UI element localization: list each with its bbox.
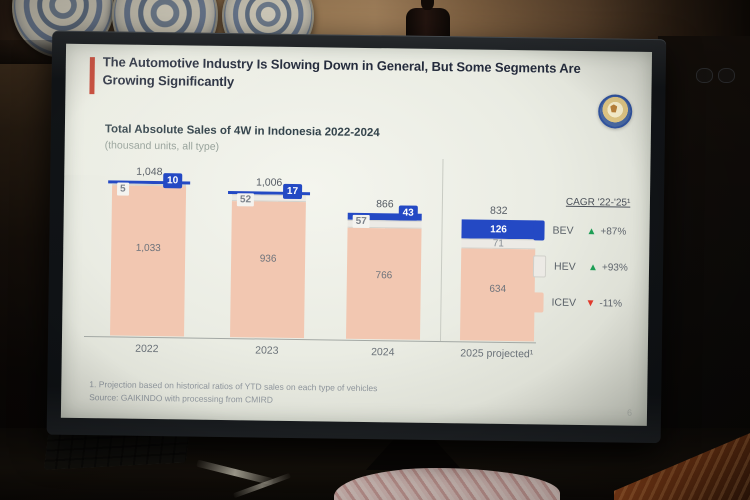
legend-swatch-bev: [533, 220, 545, 241]
glasses-glint: [696, 68, 740, 84]
segment-value-chip-bev: 17: [283, 184, 302, 198]
screen: The Automotive Industry Is Slowing Down …: [60, 43, 653, 426]
bar-total-label: 832: [489, 205, 508, 218]
bar-stack: 43 57 766: [346, 206, 422, 340]
segment-value-chip-hev: 52: [236, 192, 255, 207]
bar-group-2024: 866 43 57 766: [346, 198, 422, 340]
segment-icev: 936: [230, 201, 306, 339]
bar-total-label: 866: [376, 198, 394, 211]
bar-total-label: 1,006: [255, 176, 283, 189]
legend-header: CAGR '22-'25¹: [565, 196, 631, 209]
segment-value-label-bev: 126: [490, 223, 507, 236]
chart-legend: CAGR '22-'25¹ BEV ▲ +87% HEV ▲ +93% ICEV ▼ -11%: [532, 196, 642, 328]
title-accent-bar: [89, 57, 95, 95]
legend-swatch-icev: [532, 292, 544, 313]
page-number: 6: [626, 407, 633, 418]
cagr-value: +87%: [600, 225, 627, 238]
segment-value-chip-bev: 43: [399, 206, 417, 221]
segment-value-label-icev: 936: [259, 253, 277, 265]
person-silhouette: [658, 36, 750, 466]
segment-icev: 1,033: [110, 185, 187, 337]
chart-plot-area: 1,048 10 5 1,033 2022 1,006 17 52 936 2023 866 43 57…: [84, 159, 539, 360]
bar-stack: 126 71 634: [459, 219, 536, 342]
segment-value-chip-hev: 5: [116, 182, 129, 196]
segment-value-label-icev: 766: [375, 270, 393, 282]
monitor-bezel: The Automotive Industry Is Slowing Down …: [46, 30, 667, 444]
legend-swatch-hev: [532, 255, 547, 278]
bar-group-2025-projected-: 832 126 71 634: [459, 205, 536, 342]
cagr-value: +93%: [601, 261, 628, 274]
x-axis-label: 2024: [371, 346, 395, 359]
chart-subtitle: (thousand units, all type): [104, 139, 220, 153]
legend-label: ICEV: [551, 296, 577, 309]
x-axis-label: 2025 projected¹: [460, 347, 534, 361]
organization-logo-icon: [597, 94, 633, 129]
legend-item-bev: BEV ▲ +87%: [533, 220, 641, 242]
x-axis-label: 2023: [255, 344, 279, 357]
segment-value-chip-bev: 10: [163, 174, 182, 188]
segment-icev: 766: [346, 227, 422, 340]
chart-title: Total Absolute Sales of 4W in Indonesia …: [104, 123, 380, 140]
legend-label: BEV: [552, 224, 574, 237]
slide-title: The Automotive Industry Is Slowing Down …: [102, 54, 581, 90]
trend-down-icon: ▼: [585, 297, 596, 309]
segment-bev: 126: [461, 219, 536, 240]
bar-total-label: 1,048: [136, 165, 163, 179]
trend-up-icon: ▲: [586, 225, 597, 237]
projection-divider-line: [439, 159, 444, 342]
bar-stack: 10 5 1,033: [108, 174, 191, 337]
legend-item-hev: HEV ▲ +93%: [532, 255, 641, 279]
bar-stack: 17 52 936: [228, 184, 311, 339]
x-axis-label: 2022: [135, 342, 159, 356]
segment-value-chip-hev: 57: [352, 215, 370, 229]
bar-group-2023: 1,006 17 52 936: [228, 176, 311, 339]
segment-value-label-icev: 1,033: [135, 242, 161, 255]
legend-item-icev: ICEV ▼ -11%: [532, 292, 640, 314]
segment-value-label-icev: 634: [489, 283, 507, 295]
slide-footnotes: 1. Projection based on historical ratios…: [89, 378, 377, 408]
bar-group-2022: 1,048 10 5 1,033: [108, 165, 191, 337]
segment-icev: 634: [459, 248, 536, 342]
trend-up-icon: ▲: [587, 261, 599, 273]
cagr-value: -11%: [599, 297, 623, 310]
legend-label: HEV: [553, 260, 576, 273]
